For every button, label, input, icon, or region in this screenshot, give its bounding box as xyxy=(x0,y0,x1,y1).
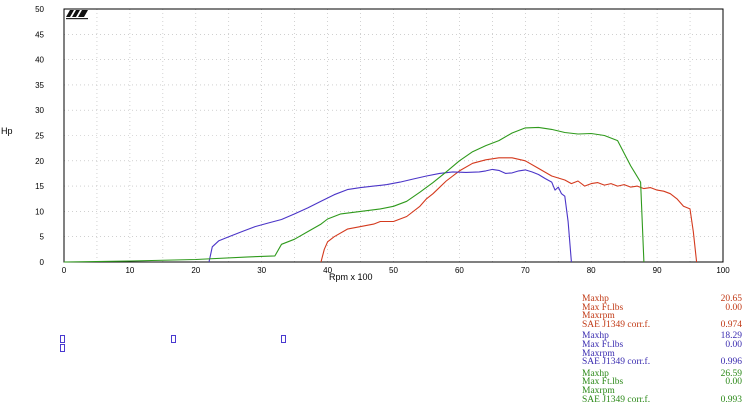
y-tick-label: 25 xyxy=(35,132,44,141)
y-tick-label: 30 xyxy=(35,106,44,115)
tick-labels: 0 10 20 30 40 50 60 70 80 90 100 0 5 10 15 20 25 30 35 40 45… xyxy=(35,5,730,275)
y-tick-label: 15 xyxy=(35,182,44,191)
legend-row: Maxhp 18.29 xyxy=(582,331,742,342)
legend-row: Max Ft.lbs 0.00 xyxy=(582,302,742,313)
x-axis-label: Rpm x 100 xyxy=(329,272,373,282)
y-tick-label: 10 xyxy=(35,207,44,216)
x-tick-label: 10 xyxy=(125,266,134,275)
series-lines xyxy=(63,126,698,263)
legend-row: Maxhp 20.65 xyxy=(582,294,742,304)
legend-row: Max Ft.lbs 0.00 xyxy=(582,377,742,388)
x-tick-label: 20 xyxy=(191,266,200,275)
x-tick-label: 0 xyxy=(62,266,67,275)
x-tick-label: 90 xyxy=(653,266,662,275)
legend-row: Maxrpm xyxy=(582,348,615,359)
series-line-3 xyxy=(63,126,645,263)
y-tick-label: 45 xyxy=(35,30,44,39)
x-tick-label: 30 xyxy=(257,266,266,275)
y-axis-label: Hp xyxy=(1,126,13,136)
x-tick-label: 100 xyxy=(716,266,730,275)
legend-row: SAE J1349 corr.f. 0.996 xyxy=(582,357,742,368)
marker-icon xyxy=(60,335,65,343)
y-tick-label: 20 xyxy=(35,157,44,166)
y-tick-label: 50 xyxy=(35,5,44,14)
x-tick-label: 40 xyxy=(323,266,332,275)
series-line-2 xyxy=(208,168,572,263)
legend-row: Maxrpm xyxy=(582,311,615,322)
legend-row: SAE J1349 corr.f. 0.993 xyxy=(582,394,742,405)
y-tick-label: 40 xyxy=(35,56,44,65)
legend-row: SAE J1349 corr.f. 0.974 xyxy=(582,319,742,330)
logo xyxy=(66,10,88,20)
x-tick-label: 70 xyxy=(521,266,530,275)
legend-row: Maxrpm xyxy=(582,385,615,396)
results-legend: Maxhp 20.65 Max Ft.lbs 0.00 Maxrpm SAE J13… xyxy=(582,294,742,407)
x-tick-label: 80 xyxy=(587,266,596,275)
y-tick-label: 0 xyxy=(40,258,45,267)
legend-row: Max Ft.lbs 0.00 xyxy=(582,339,742,350)
x-tick-label: 60 xyxy=(455,266,464,275)
y-tick-label: 5 xyxy=(40,233,45,242)
legend-group-2: Maxhp 18.29 Max Ft.lbs 0.00 Maxrpm SAE J13… xyxy=(582,331,742,368)
grid xyxy=(63,8,724,263)
marker-icon xyxy=(60,344,65,352)
series-line-1 xyxy=(320,157,698,263)
marker-icon xyxy=(281,335,286,343)
dyno-chart: 0 10 20 30 40 50 60 70 80 90 100 0 5 10 15 20 25 30 35 40 45… xyxy=(1,5,730,282)
y-tick-label: 35 xyxy=(35,81,44,90)
x-tick-label: 50 xyxy=(389,266,398,275)
axes xyxy=(63,8,724,263)
legend-row: Maxhp 26.59 xyxy=(582,368,742,379)
marker-icon xyxy=(171,335,176,343)
legend-group-3: Maxhp 26.59 Max Ft.lbs 0.00 Maxrpm SAE J13… xyxy=(582,368,742,405)
legend-group-1: Maxhp 20.65 Max Ft.lbs 0.00 Maxrpm SAE J13… xyxy=(582,294,742,330)
